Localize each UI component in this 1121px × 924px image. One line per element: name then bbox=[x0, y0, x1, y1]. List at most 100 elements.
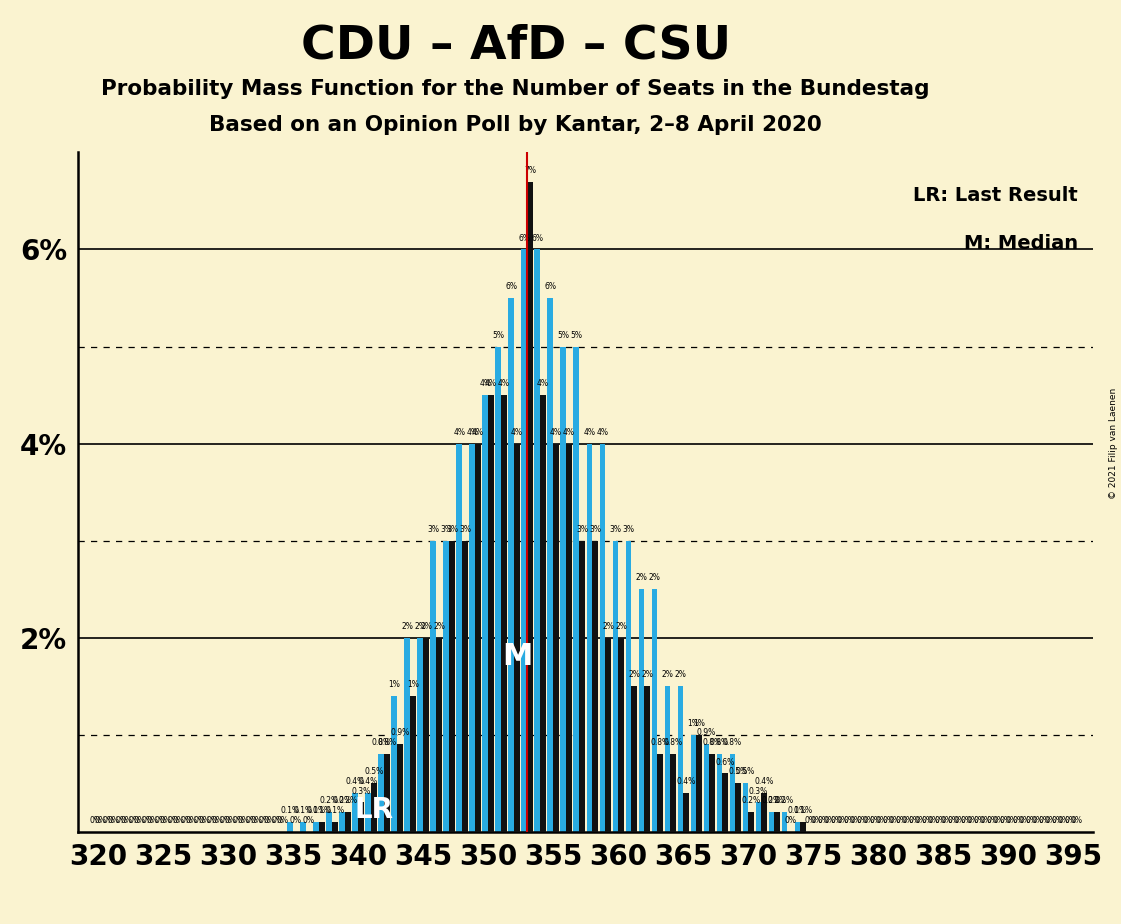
Text: 2%: 2% bbox=[433, 622, 445, 631]
Text: 0%: 0% bbox=[992, 816, 1004, 825]
Text: 1%: 1% bbox=[407, 680, 419, 689]
Bar bbox=[600, 444, 605, 832]
Text: 0.2%: 0.2% bbox=[319, 796, 339, 806]
Text: 6%: 6% bbox=[531, 234, 544, 243]
Text: 0%: 0% bbox=[232, 816, 244, 825]
Text: 0.4%: 0.4% bbox=[345, 777, 364, 786]
Text: 0%: 0% bbox=[102, 816, 114, 825]
Bar bbox=[730, 754, 735, 832]
Text: M: M bbox=[502, 642, 532, 672]
Bar bbox=[645, 686, 650, 832]
Text: 2%: 2% bbox=[648, 573, 660, 582]
Text: 2%: 2% bbox=[675, 670, 686, 679]
Text: 6%: 6% bbox=[545, 282, 556, 291]
Text: 0%: 0% bbox=[896, 816, 908, 825]
Text: 0%: 0% bbox=[167, 816, 179, 825]
Text: Based on an Opinion Poll by Kantar, 2–8 April 2020: Based on an Opinion Poll by Kantar, 2–8 … bbox=[210, 115, 822, 135]
Text: 0%: 0% bbox=[95, 816, 106, 825]
Bar bbox=[670, 754, 676, 832]
Bar bbox=[345, 812, 351, 832]
Text: 0.8%: 0.8% bbox=[372, 738, 391, 748]
Text: 0.8%: 0.8% bbox=[710, 738, 729, 748]
Text: 0.2%: 0.2% bbox=[762, 796, 781, 806]
Text: 0%: 0% bbox=[1057, 816, 1069, 825]
Text: 0%: 0% bbox=[212, 816, 224, 825]
Bar bbox=[379, 754, 385, 832]
Bar bbox=[456, 444, 462, 832]
Bar bbox=[710, 754, 715, 832]
Text: 0%: 0% bbox=[290, 816, 302, 825]
Text: 4%: 4% bbox=[480, 379, 491, 388]
Bar bbox=[605, 638, 611, 832]
Bar bbox=[488, 395, 494, 832]
Text: 0%: 0% bbox=[953, 816, 965, 825]
Text: 0%: 0% bbox=[935, 816, 946, 825]
Text: 0%: 0% bbox=[115, 816, 127, 825]
Text: 0%: 0% bbox=[160, 816, 172, 825]
Text: 3%: 3% bbox=[441, 525, 452, 534]
Bar bbox=[677, 686, 684, 832]
Text: 0.8%: 0.8% bbox=[664, 738, 683, 748]
Text: 0%: 0% bbox=[141, 816, 154, 825]
Text: 0%: 0% bbox=[1065, 816, 1076, 825]
Text: 3%: 3% bbox=[590, 525, 601, 534]
Bar bbox=[651, 590, 657, 832]
Bar bbox=[423, 638, 429, 832]
Bar bbox=[340, 812, 345, 832]
Bar bbox=[444, 541, 450, 832]
Text: 0.1%: 0.1% bbox=[794, 806, 813, 815]
Text: 0.2%: 0.2% bbox=[333, 796, 352, 806]
Text: 0%: 0% bbox=[947, 816, 960, 825]
Bar bbox=[391, 696, 397, 832]
Text: 0%: 0% bbox=[108, 816, 120, 825]
Bar bbox=[397, 745, 402, 832]
Text: 4%: 4% bbox=[453, 428, 465, 437]
Bar bbox=[470, 444, 475, 832]
Bar bbox=[515, 444, 520, 832]
Text: 0%: 0% bbox=[915, 816, 926, 825]
Text: 3%: 3% bbox=[427, 525, 439, 534]
Text: 0.5%: 0.5% bbox=[735, 767, 756, 776]
Bar bbox=[385, 754, 390, 832]
Bar bbox=[775, 812, 780, 832]
Text: 2%: 2% bbox=[641, 670, 654, 679]
Text: 0%: 0% bbox=[155, 816, 166, 825]
Text: 0.5%: 0.5% bbox=[729, 767, 748, 776]
Text: 0%: 0% bbox=[133, 816, 146, 825]
Text: 0%: 0% bbox=[1031, 816, 1044, 825]
Text: © 2021 Filip van Laenen: © 2021 Filip van Laenen bbox=[1109, 388, 1118, 499]
Text: 0.8%: 0.8% bbox=[378, 738, 397, 748]
Text: 0.2%: 0.2% bbox=[775, 796, 794, 806]
Text: 4%: 4% bbox=[596, 428, 609, 437]
Text: 0.4%: 0.4% bbox=[676, 777, 696, 786]
Text: LR: Last Result: LR: Last Result bbox=[912, 187, 1077, 205]
Bar bbox=[761, 793, 767, 832]
Bar bbox=[631, 686, 637, 832]
Text: 0.1%: 0.1% bbox=[325, 806, 344, 815]
Text: 0.8%: 0.8% bbox=[703, 738, 722, 748]
Text: LR: LR bbox=[354, 796, 393, 824]
Text: 6%: 6% bbox=[518, 234, 530, 243]
Text: 0.9%: 0.9% bbox=[390, 728, 409, 737]
Text: 2%: 2% bbox=[602, 622, 614, 631]
Text: 0%: 0% bbox=[862, 816, 874, 825]
Text: 0%: 0% bbox=[206, 816, 219, 825]
Text: 2%: 2% bbox=[636, 573, 647, 582]
Bar bbox=[287, 822, 293, 832]
Bar bbox=[749, 812, 754, 832]
Bar bbox=[501, 395, 507, 832]
Bar bbox=[417, 638, 423, 832]
Text: 0.9%: 0.9% bbox=[697, 728, 716, 737]
Text: 0%: 0% bbox=[1018, 816, 1030, 825]
Bar bbox=[716, 754, 722, 832]
Bar bbox=[800, 822, 806, 832]
Bar bbox=[560, 346, 566, 832]
Text: 7%: 7% bbox=[524, 165, 536, 175]
Text: 6%: 6% bbox=[506, 282, 517, 291]
Text: 0%: 0% bbox=[147, 816, 159, 825]
Text: 4%: 4% bbox=[563, 428, 575, 437]
Text: 0.3%: 0.3% bbox=[351, 786, 371, 796]
Bar bbox=[430, 541, 436, 832]
Text: 0%: 0% bbox=[180, 816, 192, 825]
Text: 0.2%: 0.2% bbox=[742, 796, 761, 806]
